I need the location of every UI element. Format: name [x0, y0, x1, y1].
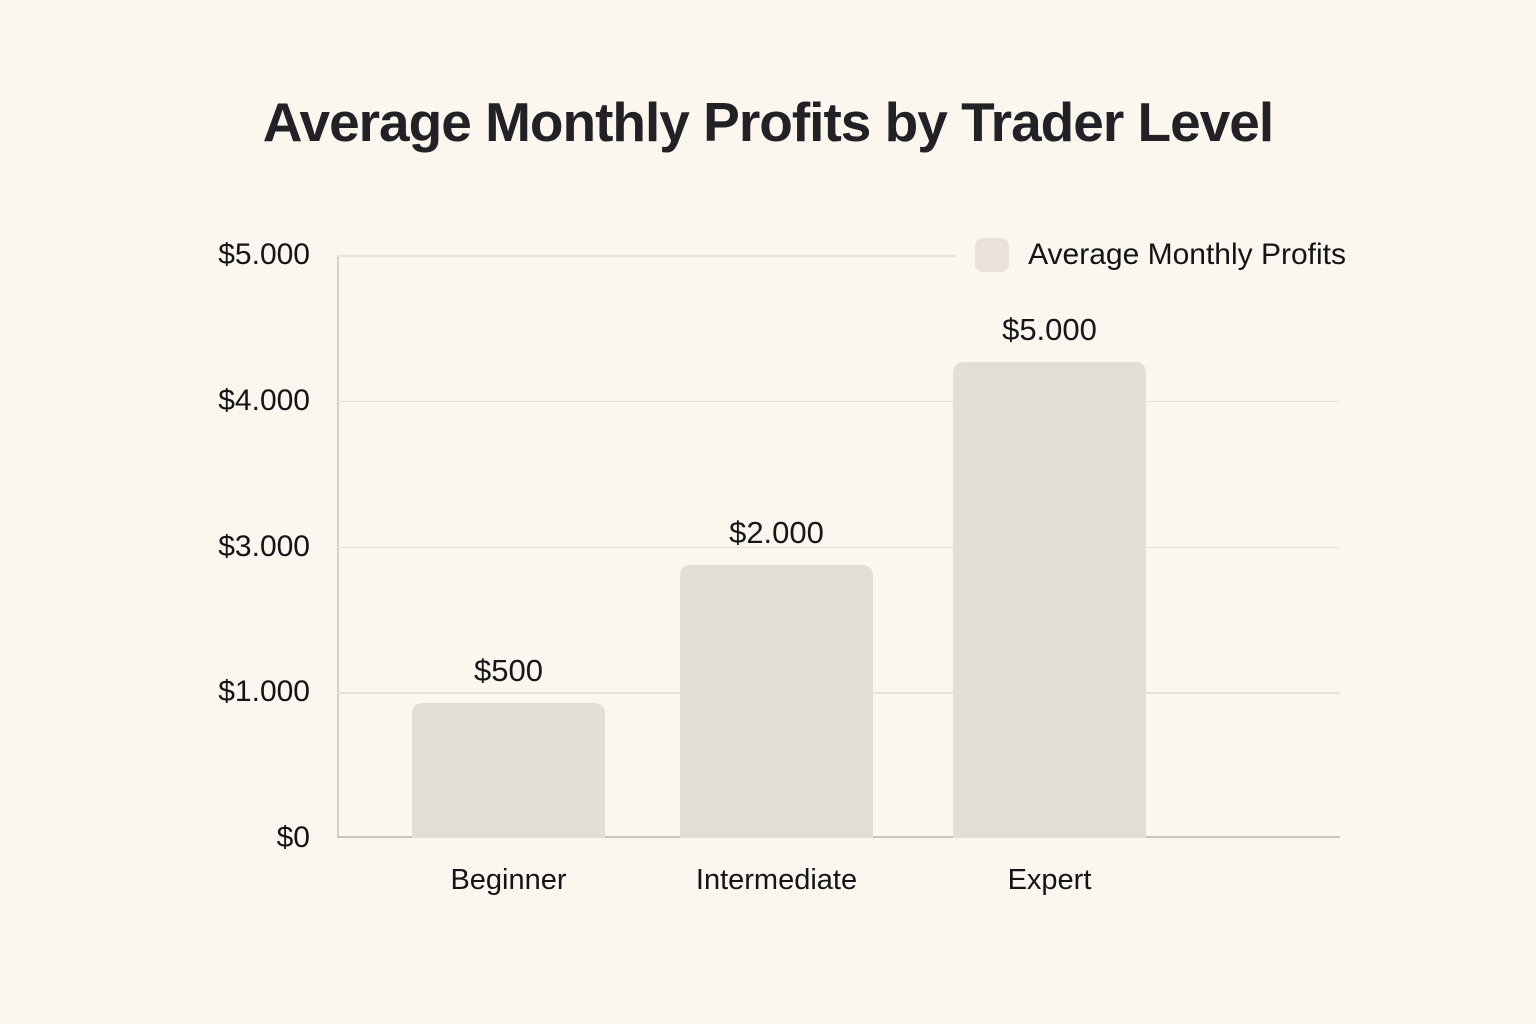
gridline [337, 255, 1340, 257]
y-tick-label: $1.000 [218, 675, 310, 709]
legend-label: Average Monthly Profits [1028, 238, 1346, 271]
bar-group-expert: $5.000 Expert [953, 255, 1146, 896]
bar-value-label: $500 [474, 652, 543, 688]
bar-value-label: $2.000 [729, 515, 824, 551]
x-tick-label: Intermediate [695, 864, 858, 896]
gridline [337, 400, 1340, 403]
bar-intermediate [680, 565, 873, 838]
legend: Average Monthly Profits [957, 237, 1346, 273]
y-tick-label: $0 [276, 821, 310, 854]
x-tick-label: Beginner [450, 864, 567, 896]
x-tick-label: Expert [1007, 864, 1092, 896]
legend-swatch-icon [975, 238, 1010, 272]
gridline [337, 546, 1340, 548]
bar-value-label: $5.000 [1002, 312, 1097, 348]
bar-beginner [412, 702, 605, 838]
y-tick-label: $5.000 [218, 238, 310, 271]
chart-title: Average Monthly Profits by Trader Level [262, 91, 1274, 153]
plot-wrap: $5.000 $4.000 $3.000 $1.000 $0 $500 Beginner $… [218, 237, 1346, 896]
bar-expert [953, 362, 1146, 838]
y-tick-label: $4.000 [218, 383, 310, 417]
y-tick-label: $3.000 [218, 529, 310, 563]
bar-group-intermediate: $2.000 Intermediate [680, 255, 873, 896]
bar-group-beginner: $500 Beginner [412, 255, 605, 896]
